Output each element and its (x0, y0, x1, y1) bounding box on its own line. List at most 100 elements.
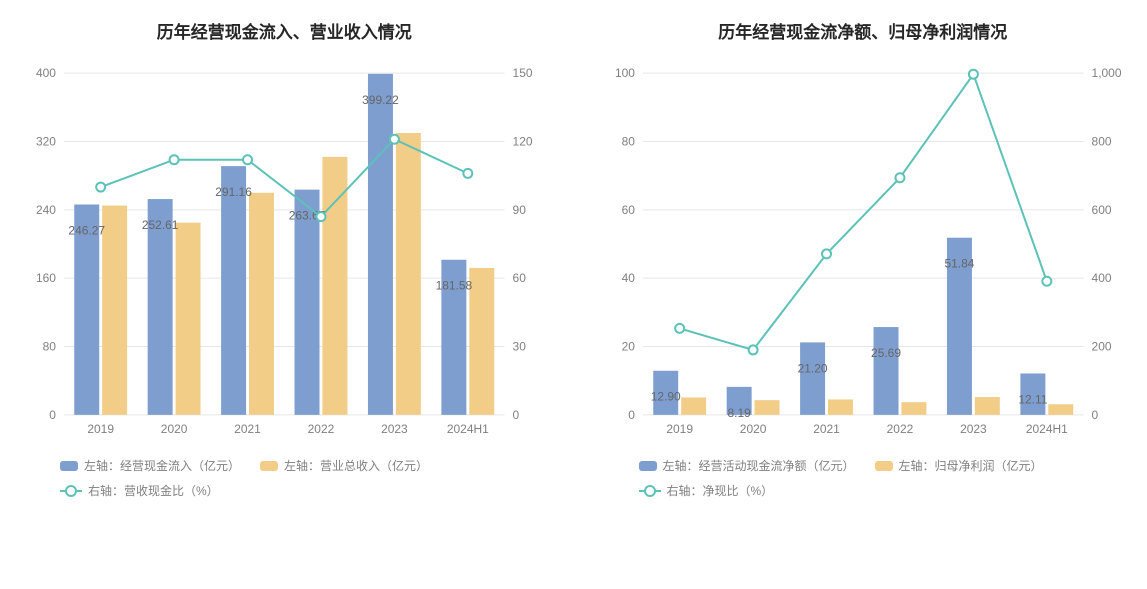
right-chart-legend: 左轴：经营活动现金流净额（亿元） 左轴：归母净利润（亿元） 右轴：净现比（%） (599, 457, 1128, 499)
svg-text:150: 150 (513, 66, 533, 80)
svg-text:2022: 2022 (308, 422, 335, 436)
svg-text:246.27: 246.27 (68, 223, 105, 237)
dual-chart-page: 历年经营现金流入、营业收入情况 0 0 80 30 160 60 240 90 320 120 40… (0, 0, 1147, 589)
bar-series-a (368, 74, 393, 415)
svg-text:21.20: 21.20 (797, 361, 827, 375)
svg-text:2020: 2020 (161, 422, 188, 436)
line-marker (748, 345, 757, 354)
line-marker (390, 135, 399, 144)
bar-series-b (322, 157, 347, 415)
svg-text:60: 60 (513, 271, 527, 285)
svg-text:200: 200 (1091, 340, 1111, 354)
legend-swatch (260, 461, 278, 471)
line-marker (895, 173, 904, 182)
left-chart-title: 历年经营现金流入、营业收入情况 (20, 18, 549, 43)
bar-series-a (800, 342, 825, 414)
bar-series-b (1048, 404, 1073, 415)
legend-label: 右轴：营收现金比（%） (88, 482, 219, 499)
bar-series-b (176, 223, 201, 415)
legend-label: 右轴：净现比（%） (667, 482, 774, 499)
svg-text:2019: 2019 (666, 422, 693, 436)
line-marker (316, 212, 325, 221)
line-marker (675, 324, 684, 333)
left-chart-panel: 历年经营现金流入、营业收入情况 008030160602409032012040… (20, 10, 574, 529)
bar-series-b (754, 400, 779, 415)
line-marker (968, 70, 977, 79)
bar-series-b (249, 193, 274, 415)
legend-line-icon (60, 486, 82, 496)
svg-text:100: 100 (614, 66, 634, 80)
legend-line-icon (639, 486, 661, 496)
svg-text:80: 80 (43, 340, 57, 354)
bar-series-a (295, 190, 320, 415)
line-marker (243, 155, 252, 164)
line-marker (463, 169, 472, 178)
bar-series-b (828, 399, 853, 414)
svg-text:2022: 2022 (886, 422, 913, 436)
svg-text:2020: 2020 (739, 422, 766, 436)
line-series (679, 74, 1046, 350)
svg-text:12.90: 12.90 (650, 390, 680, 404)
legend-item: 右轴：净现比（%） (639, 482, 774, 499)
left-chart-plot: 0080301606024090320120400150246.27201925… (20, 63, 549, 443)
svg-text:20: 20 (621, 340, 635, 354)
right-chart-plot: 0 0 20 200 40 400 60 600 80 800 100 1,000 12.90 2019 8… (599, 63, 1128, 443)
right-chart-title: 历年经营现金流净额、归母净利润情况 (599, 18, 1128, 43)
svg-text:2019: 2019 (87, 422, 114, 436)
bar-series-b (102, 206, 127, 415)
svg-text:2023: 2023 (960, 422, 987, 436)
legend-item: 左轴：经营现金流入（亿元） (60, 457, 240, 474)
bar-series-b (396, 133, 421, 415)
svg-text:2023: 2023 (381, 422, 408, 436)
legend-swatch (60, 461, 78, 471)
bar-series-a (873, 327, 898, 415)
svg-text:51.84: 51.84 (944, 257, 974, 271)
bar-series-b (681, 397, 706, 414)
svg-text:2021: 2021 (813, 422, 840, 436)
svg-text:90: 90 (513, 203, 527, 217)
svg-text:2024H1: 2024H1 (1025, 422, 1067, 436)
svg-text:1,000: 1,000 (1091, 66, 1121, 80)
right-chart-panel: 历年经营现金流净额、归母净利润情况 0 0 20 200 40 400 60 600 80 800… (574, 10, 1128, 529)
legend-item: 左轴：归母净利润（亿元） (875, 457, 1043, 474)
legend-item: 左轴：营业总收入（亿元） (260, 457, 428, 474)
legend-label: 左轴：归母净利润（亿元） (899, 457, 1043, 474)
svg-text:120: 120 (513, 135, 533, 149)
svg-text:800: 800 (1091, 135, 1111, 149)
legend-swatch (639, 461, 657, 471)
svg-text:600: 600 (1091, 203, 1111, 217)
svg-text:181.58: 181.58 (436, 279, 473, 293)
svg-text:80: 80 (621, 135, 635, 149)
svg-text:0: 0 (49, 408, 56, 422)
bar-series-b (901, 402, 926, 415)
svg-text:2021: 2021 (234, 422, 261, 436)
svg-text:8.19: 8.19 (727, 406, 751, 420)
bar-series-a (221, 166, 246, 415)
svg-text:60: 60 (621, 203, 635, 217)
svg-text:12.11: 12.11 (1018, 392, 1047, 406)
svg-text:400: 400 (36, 66, 56, 80)
legend-swatch (875, 461, 893, 471)
svg-text:0: 0 (1091, 408, 1098, 422)
bar-series-b (469, 268, 494, 415)
legend-label: 左轴：经营活动现金流净额（亿元） (663, 457, 855, 474)
svg-text:400: 400 (1091, 271, 1111, 285)
svg-text:25.69: 25.69 (871, 346, 901, 360)
svg-text:40: 40 (621, 271, 635, 285)
svg-text:30: 30 (513, 340, 527, 354)
svg-text:252.61: 252.61 (142, 218, 179, 232)
svg-text:291.16: 291.16 (215, 185, 252, 199)
svg-text:320: 320 (36, 135, 56, 149)
svg-text:0: 0 (628, 408, 635, 422)
bar-series-b (974, 397, 999, 415)
left-chart-legend: 左轴：经营现金流入（亿元） 左轴：营业总收入（亿元） 右轴：营收现金比（%） (20, 457, 549, 499)
svg-text:240: 240 (36, 203, 56, 217)
legend-label: 左轴：营业总收入（亿元） (284, 457, 428, 474)
svg-text:160: 160 (36, 271, 56, 285)
line-marker (96, 183, 105, 192)
line-marker (1042, 277, 1051, 286)
line-marker (822, 249, 831, 258)
svg-text:2024H1: 2024H1 (447, 422, 489, 436)
legend-item: 右轴：营收现金比（%） (60, 482, 219, 499)
svg-text:399.22: 399.22 (362, 93, 399, 107)
